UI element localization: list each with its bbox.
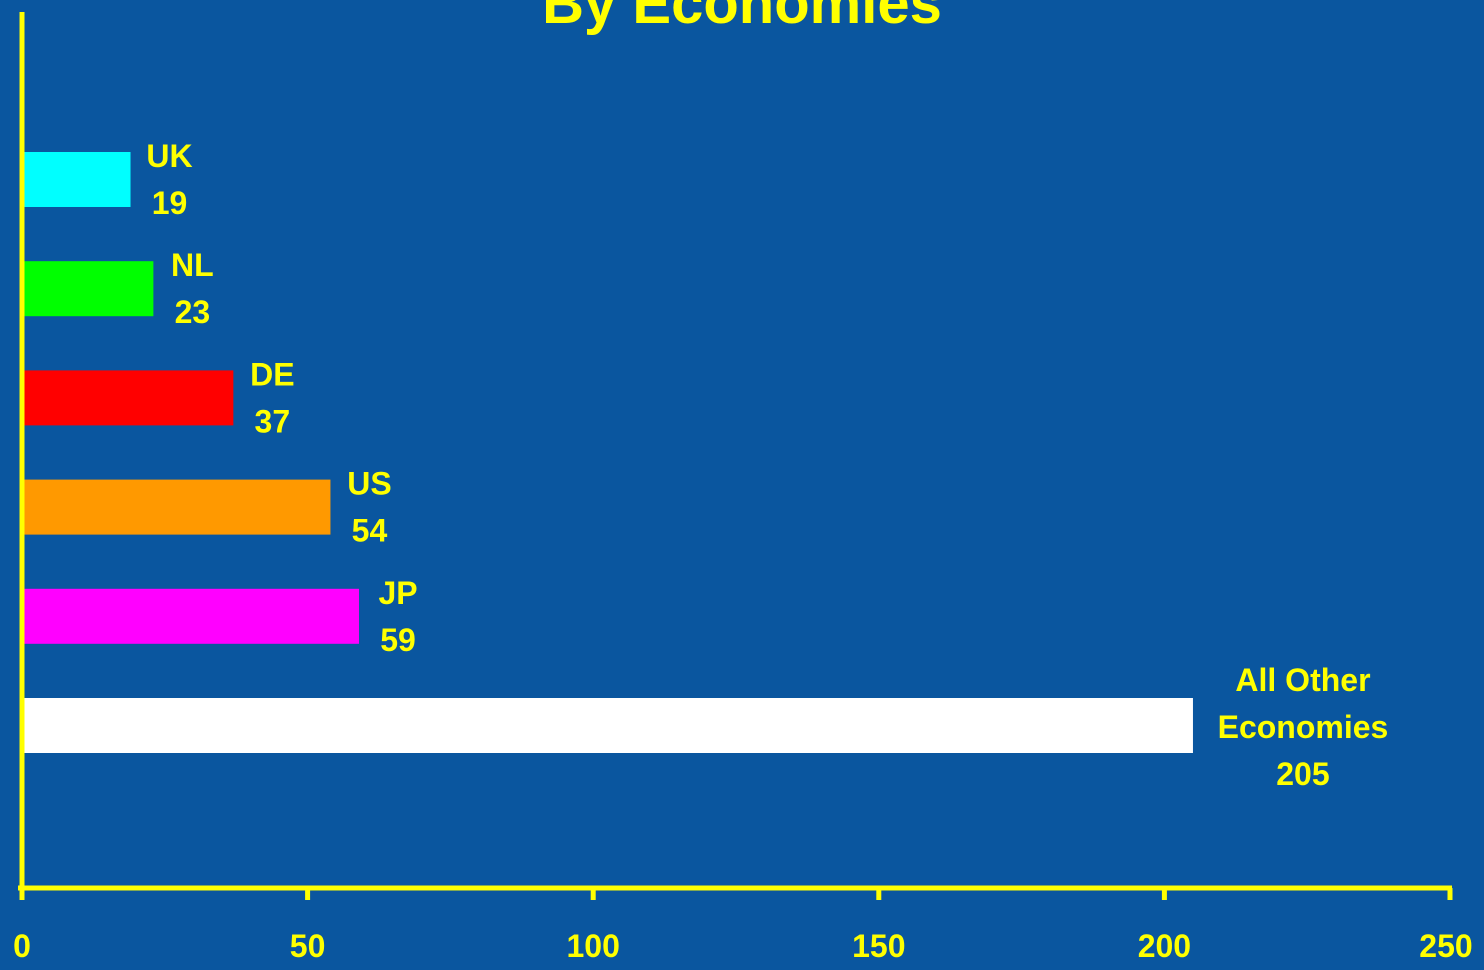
bar [22,588,360,644]
bar-category-label: DE [250,356,294,392]
x-tick-label: 100 [567,928,620,964]
bar [22,261,154,317]
bar [22,152,131,207]
bar-value-label: 54 [352,513,388,549]
x-tick-label: 150 [852,928,905,964]
bar [22,698,1193,753]
bar-value-label: 205 [1276,756,1329,792]
bar-category-label: JP [378,575,417,611]
bar [22,370,234,426]
x-tick-label: 250 [1419,928,1472,964]
bar-category-label: NL [171,247,214,283]
bar-category-label: UK [146,138,192,174]
x-tick-label: 0 [13,928,31,964]
chart-title: By Economies [542,0,942,36]
bar-category-label: Economies [1218,709,1389,745]
bar-value-label: 19 [152,185,188,221]
bar-value-label: 37 [255,403,291,439]
bar [22,479,331,535]
x-tick-label: 200 [1138,928,1191,964]
bar-value-label: 59 [380,622,416,658]
bar-category-label: US [347,466,391,502]
bar-category-label: All Other [1235,662,1370,698]
bar-value-label: 23 [175,294,211,330]
x-tick-label: 50 [290,928,326,964]
